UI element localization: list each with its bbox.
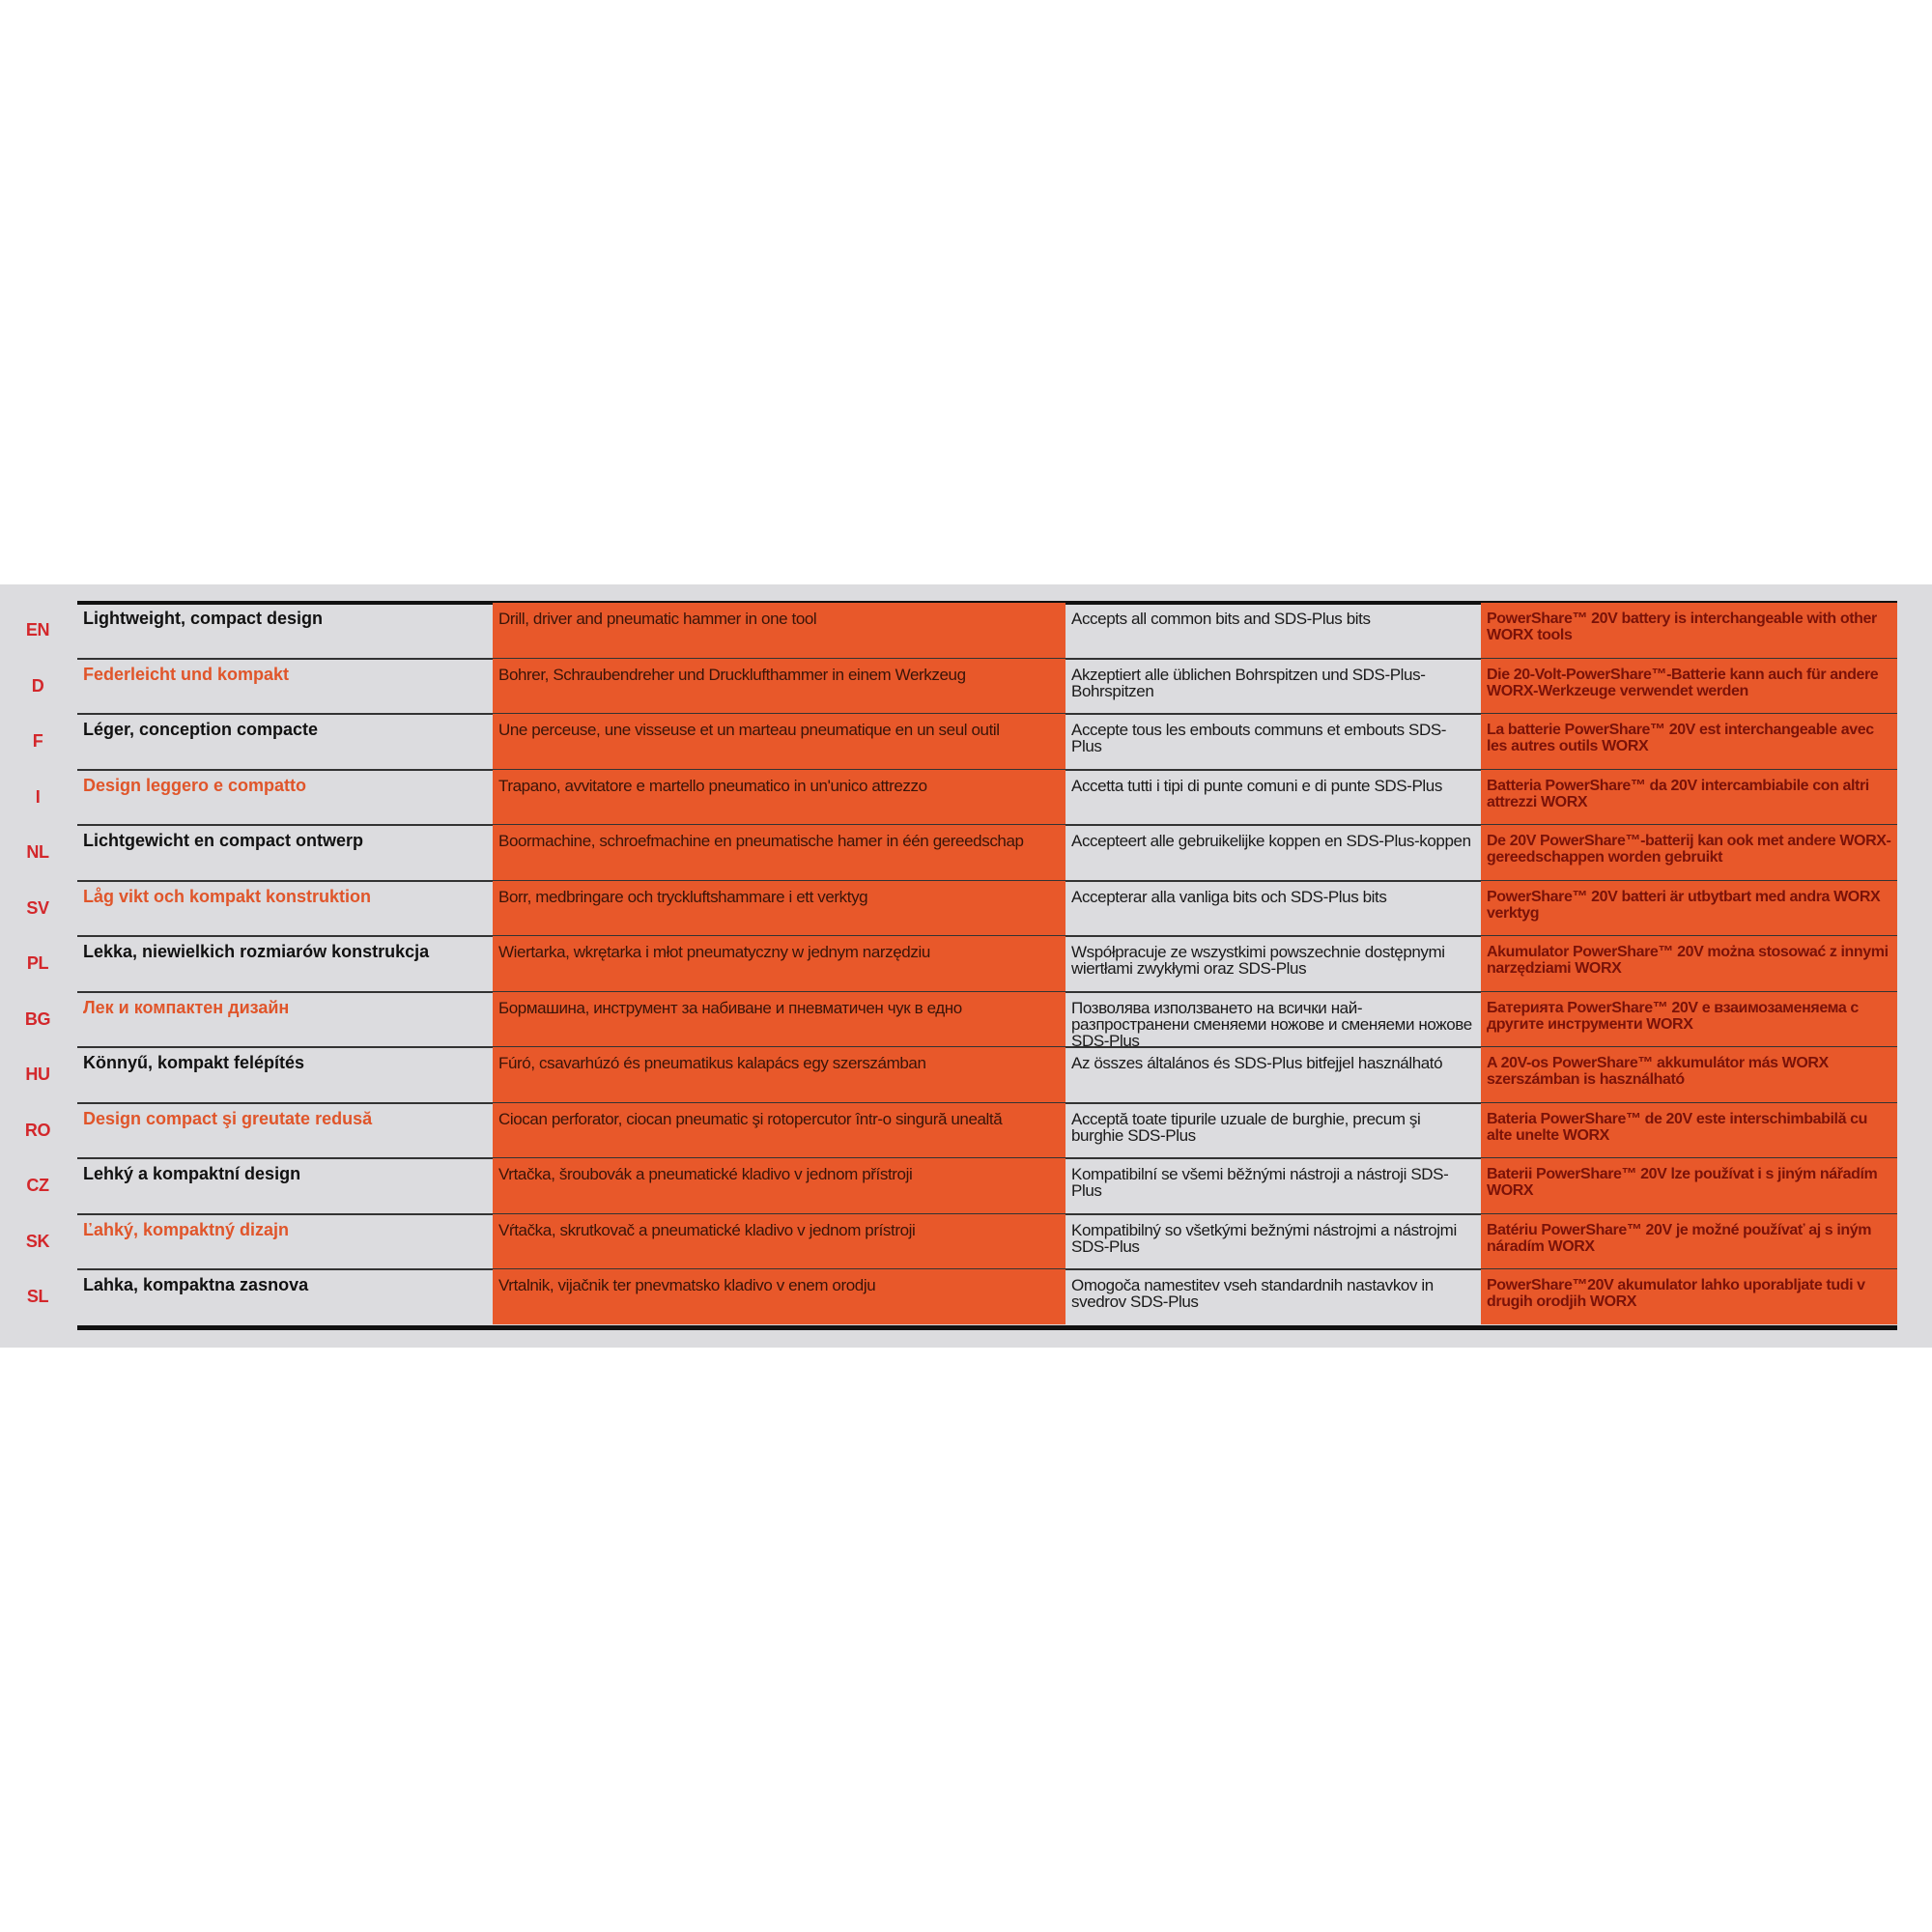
bits-cell: Acceptă toate tipurile uzuale de burghie… [1071,1109,1421,1145]
code-cell: CZ [26,1176,49,1195]
bottom-rule [77,1324,1897,1330]
tool-cell: Vrtalnik, vijačnik ter pnevmatsko kladiv… [493,1269,1065,1324]
code-cell: HU [25,1065,50,1084]
feature-cell: Léger, conception compacte [83,720,319,739]
code-cell: I [35,786,41,807]
tool-cell: Boormachine, schroefmachine en pneumatis… [493,825,1065,880]
feature-cell: Lightweight, compact design [83,609,324,628]
tool-cell: Vŕtačka, skrutkovač a pneumatické kladiv… [493,1213,1065,1269]
feature-cell: Lekka, niewielkich rozmiarów konstrukcja [83,942,430,961]
bits-cell: Omogoča namestitev vseh standardnih nast… [1071,1276,1434,1311]
table-row: CZ Lehký a kompaktní design Vrtačka, šroub… [0,1158,1932,1213]
bits-cell: Accepte tous les embouts communs et embo… [1071,721,1447,755]
tool-cell: Trapano, avvitatore e martello pneumatic… [493,769,1065,825]
battery-cell: PowerShare™20V akumulator lahko uporablj… [1481,1269,1897,1324]
code-cell: RO [24,1120,51,1140]
bits-cell: Позволява използването на всички най-раз… [1071,998,1472,1047]
feature-cell: Federleicht und kompakt [83,664,290,684]
code-cell: SL [26,1287,49,1306]
bits-cell: Az összes általános és SDS-Plus bitfejje… [1071,1054,1443,1072]
bits-cell: Accetta tutti i tipi di punte comuni e d… [1071,776,1442,795]
table-row: SV Låg vikt och kompakt konstruktion Borr,… [0,880,1932,936]
feature-cell: Låg vikt och kompakt konstruktion [83,886,372,906]
battery-cell: Batteria PowerShare™ da 20V intercambiab… [1481,769,1897,825]
battery-cell: Akumulator PowerShare™ 20V można stosowa… [1481,936,1897,991]
feature-cell: Ľahký, kompaktný dizajn [83,1219,290,1239]
battery-cell: Baterii PowerShare™ 20V lze používat i s… [1481,1158,1897,1213]
battery-cell: Batériu PowerShare™ 20V je možné používa… [1481,1213,1897,1269]
battery-cell: PowerShare™ 20V battery is interchangeab… [1481,603,1897,658]
battery-cell: Bateria PowerShare™ de 20V este intersch… [1481,1102,1897,1158]
tool-cell: Бормашина, инструмент за набиване и пнев… [493,991,1065,1047]
battery-cell: PowerShare™ 20V batteri är utbytbart med… [1481,880,1897,936]
feature-cell: Lehký a kompaktní design [83,1164,301,1183]
bits-cell: Kompatibilný so všetkými bežnými nástroj… [1071,1220,1457,1256]
battery-cell: Батерията PowerShare™ 20V е взаимозаменя… [1481,991,1897,1047]
code-cell: SK [25,1231,50,1251]
table-row: HU Könnyű, kompakt felépítés Fúró, csavarh… [0,1047,1932,1102]
table-row: NL Lichtgewicht en compact ontwerp Boormac… [0,825,1932,880]
code-cell: EN [25,620,50,639]
battery-cell: A 20V-os PowerShare™ akkumulátor más WOR… [1481,1047,1897,1102]
bits-cell: Akzeptiert alle üblichen Bohrspitzen und… [1071,665,1426,700]
code-cell: SV [26,897,49,918]
tool-cell: Wiertarka, wkrętarka i młot pneumatyczny… [493,936,1065,991]
code-cell: PL [26,953,49,973]
tool-cell: Bohrer, Schraubendreher und Druckluftham… [493,658,1065,714]
table-row: EN Lightweight, compact design Drill, driv… [0,603,1932,658]
table-row: SL Lahka, kompaktna zasnova Vrtalnik, vija… [0,1269,1932,1324]
battery-cell: La batterie PowerShare™ 20V est intercha… [1481,714,1897,769]
bits-cell: Accepts all common bits and SDS-Plus bit… [1071,610,1371,628]
bits-cell: Accepteert alle gebruikelijke koppen en … [1071,832,1471,850]
bits-cell: Kompatibilní se všemi běžnými nástroji a… [1071,1165,1449,1200]
battery-cell: Die 20-Volt-PowerShare™-Batterie kann au… [1481,658,1897,714]
table-row: F Léger, conception compacte Une perceuse,… [0,714,1932,769]
tool-cell: Borr, medbringare och tryckluftshammare … [493,880,1065,936]
feature-cell: Лек и компактен дизайн [83,997,290,1017]
tool-cell: Une perceuse, une visseuse et un marteau… [493,714,1065,769]
feature-cell: Lichtgewicht en compact ontwerp [83,831,364,850]
battery-cell: De 20V PowerShare™-batterij kan ook met … [1481,825,1897,880]
code-cell: D [31,675,44,696]
table-row: PL Lekka, niewielkich rozmiarów konstrukc… [0,936,1932,991]
bits-cell: Współpracuje ze wszystkimi powszechnie d… [1071,943,1445,978]
tool-cell: Vrtačka, šroubovák a pneumatické kladivo… [493,1158,1065,1213]
table-row: I Design leggero e compatto Trapano, avvit… [0,769,1932,825]
table-row: BG Лек и компактен дизайн Бормашина, инстр… [0,991,1932,1047]
code-cell: F [32,731,43,751]
tool-cell: Drill, driver and pneumatic hammer in on… [493,603,1065,658]
feature-cell: Lahka, kompaktna zasnova [83,1275,309,1294]
bits-cell: Accepterar alla vanliga bits och SDS-Plu… [1071,887,1387,906]
table-row: RO Design compact şi greutate redusă Cioca… [0,1102,1932,1158]
feature-cell: Design leggero e compatto [83,775,307,795]
feature-cell: Könnyű, kompakt felépítés [83,1053,305,1072]
tool-cell: Ciocan perforator, ciocan pneumatic şi r… [493,1102,1065,1158]
code-cell: NL [26,842,49,862]
code-cell: BG [24,1009,51,1029]
tool-cell: Fúró, csavarhúzó és pneumatikus kalapács… [493,1047,1065,1102]
feature-cell: Design compact şi greutate redusă [83,1108,373,1128]
table-row: D Federleicht und kompakt Bohrer, Schraube… [0,658,1932,714]
table-row: SK Ľahký, kompaktný dizajn Vŕtačka, skrutk… [0,1213,1932,1269]
